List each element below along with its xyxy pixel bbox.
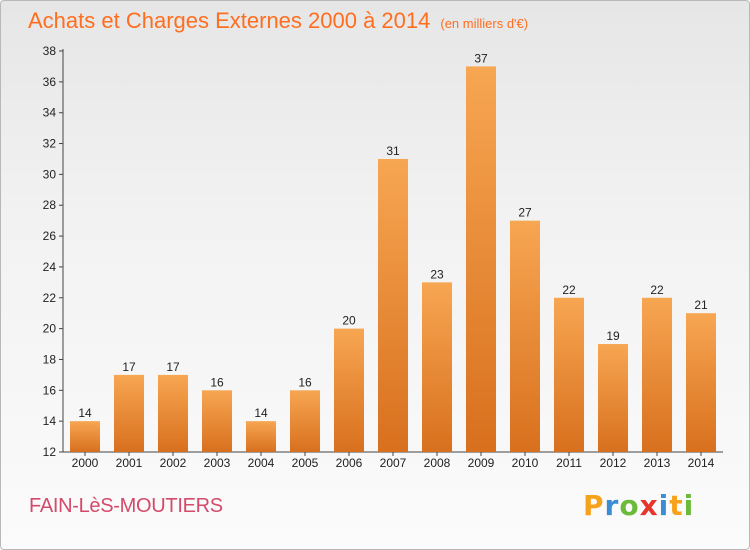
- logo-letter: P: [583, 489, 605, 522]
- bar: [642, 297, 672, 452]
- bar-value-label: 16: [298, 375, 312, 389]
- y-tick-label: 36: [43, 75, 57, 89]
- y-tick-label: 28: [43, 198, 57, 212]
- bars-group: [70, 66, 716, 452]
- chart-title: Achats et Charges Externes 2000 à 2014 (e…: [28, 8, 528, 34]
- bar: [378, 158, 408, 452]
- bar: [246, 421, 276, 452]
- x-tick-label: 2013: [644, 456, 671, 470]
- bar-value-label: 17: [122, 360, 136, 374]
- y-tick-label: 26: [43, 229, 57, 243]
- bar: [334, 328, 364, 452]
- x-tick-label: 2001: [116, 456, 143, 470]
- bar: [290, 390, 320, 452]
- bar-value-label: 19: [606, 329, 620, 343]
- x-tick-label: 2007: [380, 456, 407, 470]
- bar: [510, 220, 540, 452]
- y-tick-label: 14: [43, 414, 57, 428]
- bar-value-label: 22: [650, 283, 664, 297]
- labels-group: 14 2000 17 2001 17 2002 16 2003 14 2004 16 2005 20 20…: [72, 51, 715, 470]
- x-tick-label: 2008: [424, 456, 451, 470]
- y-tick-label: 38: [43, 44, 57, 58]
- bar-value-label: 21: [694, 298, 708, 312]
- logo-letter: r: [604, 489, 620, 522]
- bar-value-label: 31: [386, 144, 400, 158]
- logo-letter: t: [669, 489, 684, 522]
- logo-letter: i: [683, 489, 695, 522]
- x-tick-label: 2014: [688, 456, 715, 470]
- y-tick-label: 24: [43, 260, 57, 274]
- y-tick-label: 16: [43, 383, 57, 397]
- bar-value-label: 17: [166, 360, 180, 374]
- logo-letter: i: [658, 489, 670, 522]
- bar: [598, 344, 628, 452]
- title-unit: (en milliers d'€): [440, 16, 529, 31]
- logo-letter: x: [639, 489, 659, 522]
- bar-value-label: 16: [210, 375, 224, 389]
- bar: [554, 297, 584, 452]
- x-tick-label: 2009: [468, 456, 495, 470]
- y-tick-label: 22: [43, 291, 57, 305]
- x-tick-label: 2000: [72, 456, 99, 470]
- title-text: Achats et Charges Externes 2000 à 2014: [28, 8, 431, 33]
- city-name: FAIN-LèS-MOUTIERS: [29, 495, 223, 517]
- y-tick-label: 12: [43, 445, 57, 459]
- x-tick-label: 2003: [204, 456, 231, 470]
- y-tick-label: 32: [43, 137, 57, 151]
- bar-value-label: 37: [474, 51, 488, 65]
- x-tick-label: 2010: [512, 456, 539, 470]
- x-tick-label: 2002: [160, 456, 187, 470]
- x-tick-label: 2004: [248, 456, 275, 470]
- x-tick-label: 2012: [600, 456, 627, 470]
- bar-value-label: 27: [518, 206, 532, 220]
- y-tick-label: 34: [43, 106, 57, 120]
- bar: [466, 66, 496, 452]
- bar: [70, 421, 100, 452]
- x-tick-label: 2011: [556, 456, 582, 470]
- bar: [158, 374, 188, 452]
- bar-value-label: 14: [78, 406, 92, 420]
- bar-value-label: 22: [562, 283, 576, 297]
- y-tick-label: 18: [43, 352, 57, 366]
- x-tick-label: 2006: [336, 456, 363, 470]
- axes: 12 14 16 18 20 22 24 26 28 30 32 34 36 38: [43, 44, 723, 459]
- bar-value-label: 14: [254, 406, 268, 420]
- bar-value-label: 20: [342, 314, 356, 328]
- bar-value-label: 23: [430, 267, 444, 281]
- x-tick-label: 2005: [292, 456, 319, 470]
- logo-letter: o: [619, 489, 640, 522]
- y-tick-label: 20: [43, 322, 57, 336]
- bar: [686, 313, 716, 452]
- proxiti-logo[interactable]: Proxiti: [583, 489, 694, 522]
- bar: [422, 282, 452, 452]
- bar: [114, 374, 144, 452]
- bar: [202, 390, 232, 452]
- y-tick-label: 30: [43, 167, 57, 181]
